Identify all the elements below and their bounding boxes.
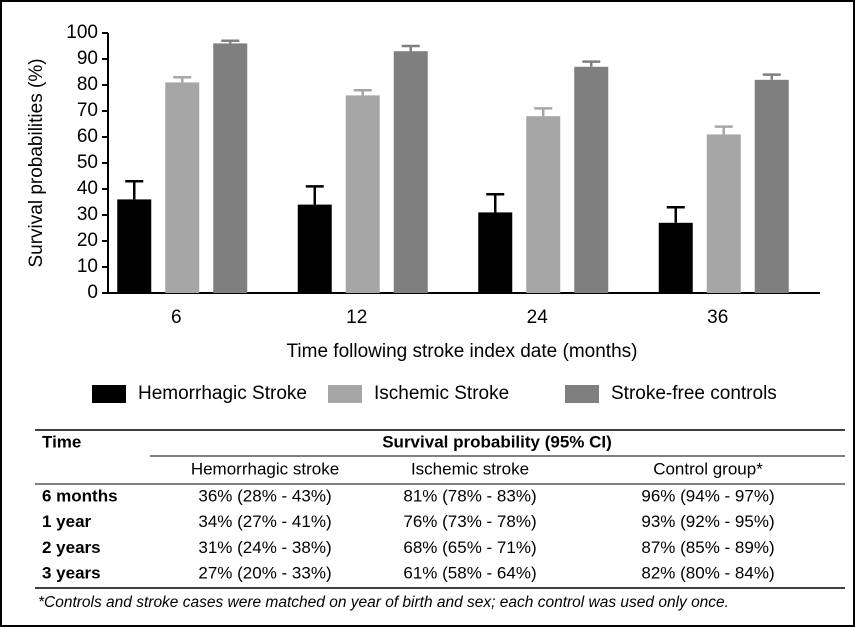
error-bar <box>582 60 601 67</box>
bar <box>393 51 428 294</box>
y-tick-label: 70 <box>77 100 98 121</box>
bar <box>526 116 561 293</box>
error-bar <box>762 73 781 80</box>
table-cell: 81% (78% - 83%) <box>403 486 536 505</box>
error-bar <box>534 107 553 117</box>
error-bar <box>221 39 240 44</box>
legend-label: Ischemic Stroke <box>374 383 509 404</box>
legend-label: Hemorrhagic Stroke <box>138 383 307 404</box>
x-tick-label: 6 <box>171 307 182 328</box>
error-bar <box>714 125 733 135</box>
y-tick-label: 20 <box>77 230 98 251</box>
row-label: 3 years <box>42 564 101 583</box>
table-header: Time <box>42 432 81 451</box>
table-header: Survival probability (95% CI) <box>382 432 612 451</box>
x-tick-label: 24 <box>527 307 549 328</box>
table-cell: 96% (94% - 97%) <box>641 486 774 505</box>
y-tick-label: 30 <box>77 204 98 225</box>
y-tick-label: 40 <box>77 178 98 199</box>
bar <box>297 204 332 293</box>
table-cell: 82% (80% - 84%) <box>641 564 774 583</box>
error-bar <box>353 88 372 96</box>
table-cell: 34% (27% - 41%) <box>198 512 331 531</box>
table-cell: 76% (73% - 78%) <box>403 512 536 531</box>
y-tick-label: 60 <box>77 126 98 147</box>
bar <box>213 43 248 294</box>
bar <box>754 79 789 293</box>
error-bar <box>173 75 192 83</box>
row-label: 6 months <box>42 486 118 505</box>
bar <box>574 66 609 293</box>
table-cell: 68% (65% - 71%) <box>403 538 536 557</box>
table-cell: 87% (85% - 89%) <box>641 538 774 557</box>
column-header: Control group* <box>653 459 763 478</box>
bar <box>117 199 152 293</box>
column-header: Hemorrhagic stroke <box>191 459 339 478</box>
bar <box>345 95 380 294</box>
error-bar <box>401 44 420 52</box>
error-bar <box>125 179 144 200</box>
row-label: 1 year <box>42 512 92 531</box>
x-axis-title: Time following stroke index date (months… <box>287 341 638 362</box>
table-cell: 31% (24% - 38%) <box>198 538 331 557</box>
legend-swatch <box>565 385 599 403</box>
column-header: Ischemic stroke <box>411 459 529 478</box>
y-tick-label: 50 <box>77 152 98 173</box>
y-axis-title: Survival probabilities (%) <box>26 58 47 267</box>
y-tick-label: 10 <box>77 256 98 277</box>
table-cell: 61% (58% - 64%) <box>403 564 536 583</box>
legend-swatch <box>92 385 126 403</box>
table-cell: 93% (92% - 95%) <box>641 512 774 531</box>
row-label: 2 years <box>42 538 101 557</box>
footnote: *Controls and stroke cases were matched … <box>38 594 729 611</box>
table-cell: 36% (28% - 43%) <box>198 486 331 505</box>
y-tick-label: 100 <box>66 22 98 43</box>
y-tick-label: 90 <box>77 48 98 69</box>
error-bar <box>305 185 324 205</box>
table-cell: 27% (20% - 33%) <box>198 564 331 583</box>
error-bar <box>666 205 685 223</box>
bar <box>165 82 200 294</box>
error-bar <box>486 192 505 213</box>
x-tick-label: 36 <box>707 307 728 328</box>
legend-swatch <box>328 385 362 403</box>
y-tick-label: 80 <box>77 74 98 95</box>
x-tick-label: 12 <box>346 307 367 328</box>
bar <box>478 212 513 293</box>
legend-label: Stroke-free controls <box>611 383 777 404</box>
bar <box>706 134 741 293</box>
y-tick-label: 0 <box>87 282 98 303</box>
bar <box>658 222 693 293</box>
